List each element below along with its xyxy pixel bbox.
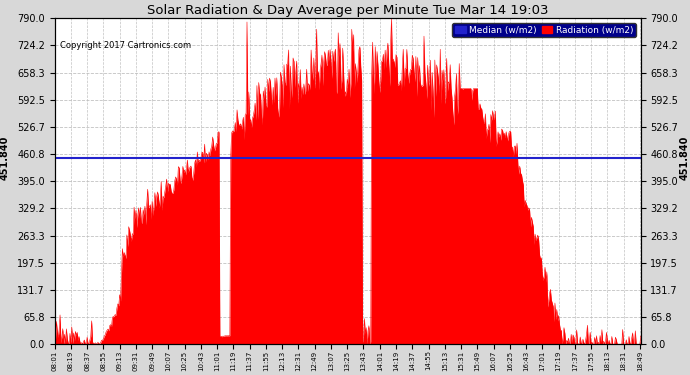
Text: Copyright 2017 Cartronics.com: Copyright 2017 Cartronics.com [61, 41, 192, 50]
Text: 451.840: 451.840 [680, 136, 690, 180]
Title: Solar Radiation & Day Average per Minute Tue Mar 14 19:03: Solar Radiation & Day Average per Minute… [147, 4, 549, 17]
Legend: Median (w/m2), Radiation (w/m2): Median (w/m2), Radiation (w/m2) [452, 23, 636, 37]
Text: 451.840: 451.840 [0, 136, 10, 180]
